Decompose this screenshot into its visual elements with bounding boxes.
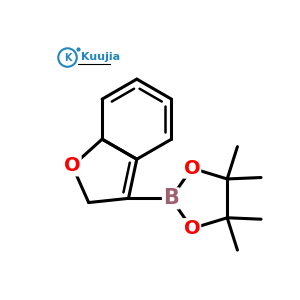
Text: O: O bbox=[184, 159, 200, 178]
Text: K: K bbox=[64, 52, 71, 63]
Text: Kuujia: Kuujia bbox=[81, 52, 120, 62]
Text: O: O bbox=[64, 157, 81, 175]
Text: B: B bbox=[163, 188, 179, 208]
Text: O: O bbox=[184, 219, 200, 238]
